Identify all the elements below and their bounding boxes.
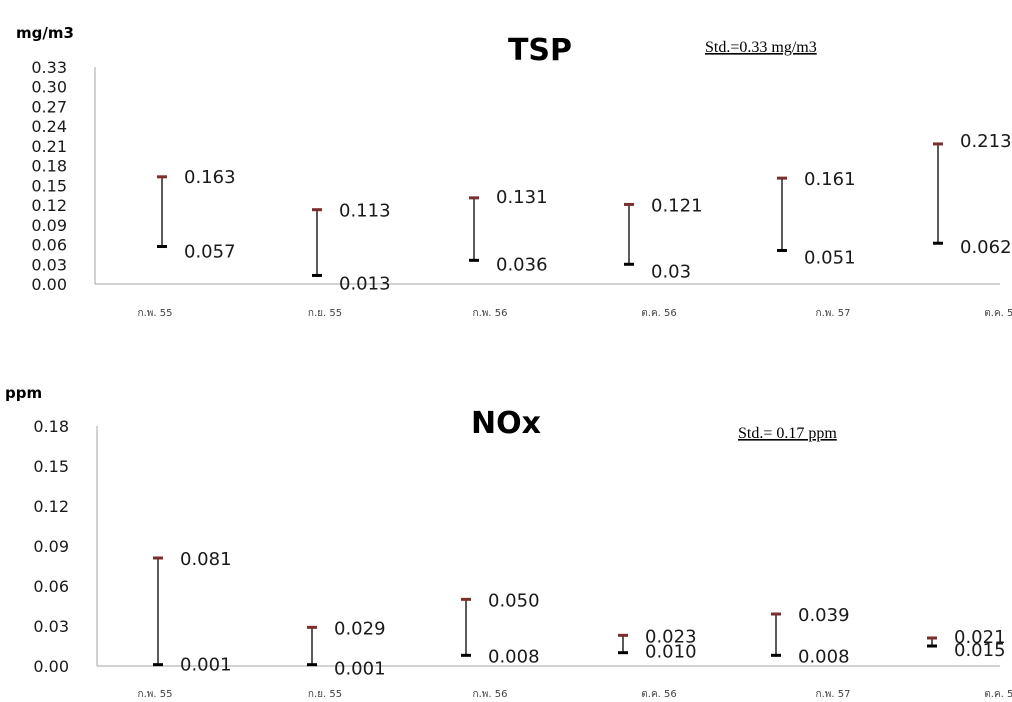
- chart1-high-value-label: 0.039: [798, 605, 850, 626]
- chart1-x-category-label: ก.พ. 56: [473, 689, 508, 700]
- chart0-y-tick-label: 0.12: [31, 196, 67, 215]
- chart0-y-tick-label: 0.00: [31, 275, 67, 294]
- chart1-x-category-label: ก.พ. 55: [138, 689, 173, 700]
- chart1-y-axis-label: ppm: [5, 384, 42, 402]
- chart0-high-value-label: 0.113: [339, 201, 391, 222]
- chart0-y-tick-label: 0.21: [31, 137, 67, 156]
- chart1-y-tick-label: 0.15: [33, 457, 69, 476]
- chart1-y-tick-label: 0.09: [33, 537, 69, 556]
- chart0-y-tick-label: 0.24: [31, 117, 67, 136]
- chart0-high-value-label: 0.121: [651, 195, 703, 216]
- chart0-y-tick-label: 0.27: [31, 97, 67, 116]
- chart1-high-value-label: 0.081: [180, 549, 232, 570]
- chart1-high-value-label: 0.021: [954, 627, 1006, 648]
- chart0-y-tick-label: 0.09: [31, 216, 67, 235]
- chart0-y-tick-label: 0.30: [31, 78, 67, 97]
- chart0-high-value-label: 0.161: [804, 169, 856, 190]
- chart0-x-category-label: ต.ค. 56: [641, 308, 676, 319]
- chart0-high-value-label: 0.213: [960, 131, 1012, 152]
- chart0-x-category-label: ก.พ. 56: [473, 308, 508, 319]
- chart0-y-tick-label: 0.33: [31, 58, 67, 77]
- chart0-y-tick-label: 0.18: [31, 157, 67, 176]
- chart0-y-tick-label: 0.03: [31, 255, 67, 274]
- chart0-low-value-label: 0.062: [960, 237, 1012, 258]
- chart0-y-axis-label: mg/m3: [16, 24, 74, 42]
- chart0-x-category-label: ก.ย. 55: [308, 308, 342, 319]
- chart1-x-category-label: ก.พ. 57: [816, 689, 851, 700]
- chart1-low-value-label: 0.008: [488, 646, 540, 667]
- chart1-low-value-label: 0.008: [798, 646, 850, 667]
- chart0-high-value-label: 0.163: [184, 167, 236, 188]
- chart1-title: NOx: [471, 406, 541, 441]
- chart1-y-tick-label: 0.06: [33, 577, 69, 596]
- chart1-x-category-label: ต.ค. 56: [641, 689, 676, 700]
- chart1-low-value-label: 0.001: [180, 655, 232, 676]
- chart0-low-value-label: 0.03: [651, 261, 691, 282]
- chart0-low-value-label: 0.057: [184, 242, 236, 263]
- chart0-low-value-label: 0.036: [496, 254, 548, 275]
- chart1-y-tick-label: 0.03: [33, 617, 69, 636]
- chart1-low-value-label: 0.010: [645, 642, 697, 663]
- chart0-x-category-label: ต.ค. 57: [984, 308, 1012, 319]
- chart0-low-value-label: 0.013: [339, 273, 391, 294]
- chart0-title: TSP: [508, 33, 572, 68]
- chart1-y-tick-label: 0.18: [33, 417, 69, 436]
- chart0-low-value-label: 0.051: [804, 247, 856, 268]
- chart0-y-tick-label: 0.15: [31, 176, 67, 195]
- chart1-y-tick-label: 0.12: [33, 497, 69, 516]
- chart0-high-value-label: 0.131: [496, 187, 548, 208]
- chart1-high-value-label: 0.023: [645, 626, 697, 647]
- chart0-x-category-label: ก.พ. 55: [138, 308, 173, 319]
- chart1-standard-annotation: Std.= 0.17 ppm: [738, 425, 837, 442]
- chart1-high-value-label: 0.029: [334, 618, 386, 639]
- chart1-x-category-label: ก.ย. 55: [308, 689, 342, 700]
- chart1-low-value-label: 0.015: [954, 640, 1006, 661]
- chart1-x-category-label: ต.ค. 57: [984, 689, 1012, 700]
- chart0-x-category-label: ก.พ. 57: [816, 308, 851, 319]
- chart1-low-value-label: 0.001: [334, 659, 386, 680]
- chart0-y-tick-label: 0.06: [31, 236, 67, 255]
- chart0-standard-annotation: Std.=0.33 mg/m3: [705, 39, 817, 56]
- chart1-y-tick-label: 0.00: [33, 657, 69, 676]
- chart1-high-value-label: 0.050: [488, 590, 540, 611]
